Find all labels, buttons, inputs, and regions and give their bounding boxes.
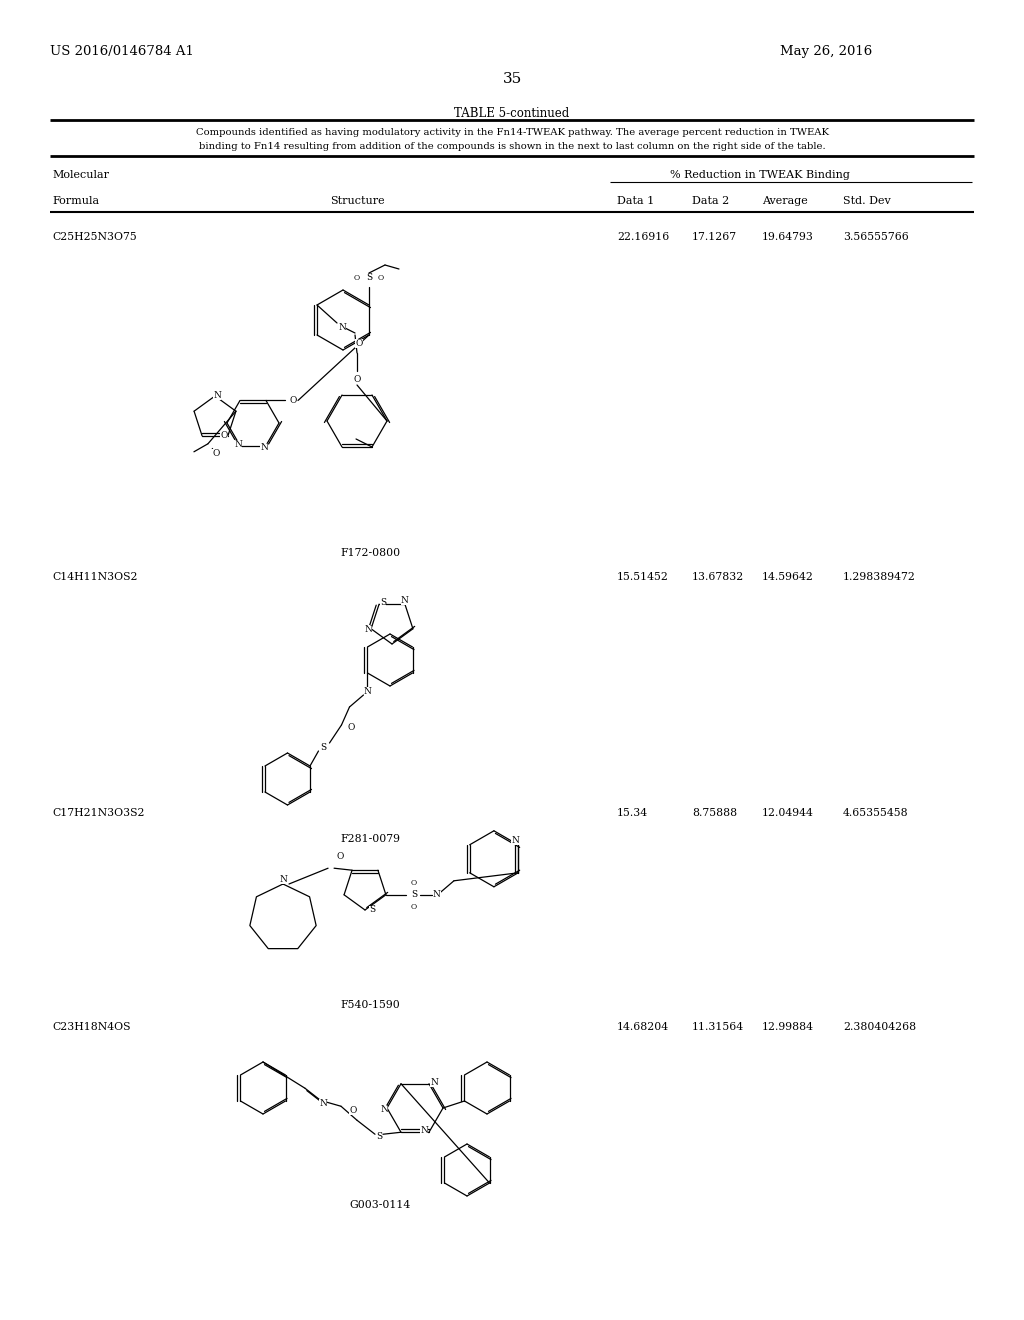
Text: S: S: [321, 742, 327, 751]
Text: 22.16916: 22.16916: [617, 232, 670, 242]
Text: Average: Average: [762, 195, 808, 206]
Text: O: O: [336, 851, 344, 861]
Text: N: N: [365, 626, 372, 635]
Text: N: N: [319, 1098, 327, 1107]
Text: 14.59642: 14.59642: [762, 572, 814, 582]
Text: 13.67832: 13.67832: [692, 572, 744, 582]
Text: S: S: [369, 906, 375, 915]
Text: 1.298389472: 1.298389472: [843, 572, 915, 582]
Text: O: O: [354, 275, 360, 282]
Text: N: N: [430, 1078, 438, 1088]
Text: May 26, 2016: May 26, 2016: [780, 45, 872, 58]
Text: S: S: [411, 890, 417, 899]
Text: 19.64793: 19.64793: [762, 232, 814, 242]
Text: N: N: [511, 837, 519, 845]
Text: 4.65355458: 4.65355458: [843, 808, 908, 818]
Text: 15.34: 15.34: [617, 808, 648, 818]
Text: S: S: [376, 1131, 382, 1140]
Text: F540-1590: F540-1590: [340, 1001, 400, 1010]
Text: O: O: [290, 396, 297, 405]
Text: 2.380404268: 2.380404268: [843, 1022, 916, 1032]
Text: O: O: [411, 879, 417, 887]
Text: O: O: [378, 275, 384, 282]
Text: O: O: [220, 432, 227, 441]
Text: O: O: [355, 338, 362, 347]
Text: C25H25N3O75: C25H25N3O75: [52, 232, 137, 242]
Text: N: N: [260, 444, 268, 451]
Text: 8.75888: 8.75888: [692, 808, 737, 818]
Text: 35: 35: [503, 73, 521, 86]
Text: N: N: [213, 391, 221, 400]
Text: N: N: [234, 440, 242, 449]
Text: O: O: [348, 722, 355, 731]
Text: 12.04944: 12.04944: [762, 808, 814, 818]
Text: G003-0114: G003-0114: [349, 1200, 411, 1210]
Text: Molecular: Molecular: [52, 170, 109, 180]
Text: % Reduction in TWEAK Binding: % Reduction in TWEAK Binding: [670, 170, 850, 180]
Text: S: S: [380, 598, 386, 607]
Text: O: O: [411, 903, 417, 911]
Text: Structure: Structure: [330, 195, 385, 206]
Text: Std. Dev: Std. Dev: [843, 195, 891, 206]
Text: N: N: [433, 890, 441, 899]
Text: N: N: [420, 1126, 428, 1135]
Text: O: O: [353, 375, 360, 384]
Text: binding to Fn14 resulting from addition of the compounds is shown in the next to: binding to Fn14 resulting from addition …: [199, 143, 825, 150]
Text: N: N: [338, 322, 346, 331]
Text: 15.51452: 15.51452: [617, 572, 669, 582]
Text: US 2016/0146784 A1: US 2016/0146784 A1: [50, 45, 194, 58]
Text: Compounds identified as having modulatory activity in the Fn14-TWEAK pathway. Th: Compounds identified as having modulator…: [196, 128, 828, 137]
Text: 11.31564: 11.31564: [692, 1022, 744, 1032]
Text: O: O: [349, 1106, 356, 1115]
Text: N: N: [380, 1105, 388, 1114]
Text: TABLE 5-continued: TABLE 5-continued: [455, 107, 569, 120]
Text: O: O: [212, 449, 220, 458]
Text: N: N: [364, 686, 372, 696]
Text: S: S: [366, 273, 372, 282]
Text: 17.1267: 17.1267: [692, 232, 737, 242]
Text: 14.68204: 14.68204: [617, 1022, 669, 1032]
Text: C23H18N4OS: C23H18N4OS: [52, 1022, 130, 1032]
Text: F281-0079: F281-0079: [340, 834, 400, 843]
Text: N: N: [401, 595, 409, 605]
Text: 3.56555766: 3.56555766: [843, 232, 908, 242]
Text: C14H11N3OS2: C14H11N3OS2: [52, 572, 137, 582]
Text: Data 2: Data 2: [692, 195, 729, 206]
Text: 12.99884: 12.99884: [762, 1022, 814, 1032]
Text: Formula: Formula: [52, 195, 99, 206]
Text: F172-0800: F172-0800: [340, 548, 400, 558]
Text: C17H21N3O3S2: C17H21N3O3S2: [52, 808, 144, 818]
Text: N: N: [280, 874, 287, 883]
Text: Data 1: Data 1: [617, 195, 654, 206]
